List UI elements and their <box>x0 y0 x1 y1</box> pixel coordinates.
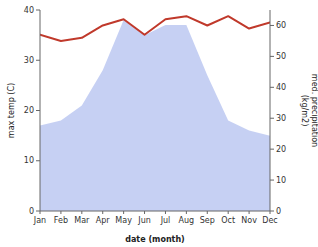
y2-tick-label: 30 <box>276 114 286 123</box>
x-tick-label: Apr <box>96 216 111 225</box>
x-tick-label: Mar <box>74 216 90 225</box>
y2-tick <box>270 180 274 181</box>
x-tick-label: Feb <box>54 216 68 225</box>
y-tick <box>36 160 40 161</box>
y2-tick-label: 50 <box>276 52 286 61</box>
y2-tick <box>270 149 274 150</box>
y-tick-label: 40 <box>24 6 34 15</box>
y-tick <box>36 10 40 11</box>
y2-tick <box>270 87 274 88</box>
x-tick-label: Jan <box>33 216 46 225</box>
y-axis-title: max temp (C) <box>7 83 16 138</box>
x-tick <box>186 211 187 214</box>
plot-area <box>40 16 270 211</box>
y-tick-label: 0 <box>29 207 34 216</box>
y2-tick-label: 40 <box>276 83 286 92</box>
x-tick-label: Oct <box>221 216 235 225</box>
x-tick-label: Sep <box>200 216 215 225</box>
x-tick-label: Aug <box>179 216 195 225</box>
area <box>40 20 270 211</box>
x-tick <box>228 211 229 214</box>
x-tick <box>270 211 271 214</box>
chart: 0 10 20 30 40 0 10 20 30 40 50 60 Jan Feb Mar Apr May Jun… <box>0 0 318 247</box>
y-tick-label: 30 <box>24 56 34 65</box>
x-tick-label: Jun <box>137 216 151 225</box>
x-tick <box>207 211 208 214</box>
y2-tick-label: 20 <box>276 145 286 154</box>
y2-tick <box>270 118 274 119</box>
y-tick <box>36 60 40 61</box>
y2-tick-label: 60 <box>276 21 286 30</box>
x-tick-label: May <box>115 216 132 225</box>
y-tick <box>36 110 40 111</box>
y-tick <box>36 211 40 212</box>
x-tick <box>81 211 82 214</box>
x-tick-label: Jul <box>160 216 171 225</box>
x-tick <box>123 211 124 214</box>
y2-tick-label: 10 <box>276 176 286 185</box>
x-tick <box>144 211 145 214</box>
y-tick-label: 20 <box>24 106 34 115</box>
y2-tick-label: 0 <box>276 207 281 216</box>
x-axis-line <box>40 211 270 212</box>
x-tick-label: Dec <box>262 216 277 225</box>
x-tick <box>60 211 61 214</box>
y2-tick <box>270 211 274 212</box>
x-axis-title: date (month) <box>125 235 185 244</box>
y2-axis-line <box>270 10 271 211</box>
x-tick <box>165 211 166 214</box>
y2-axis-title: med. precipitation(kg/m2) <box>300 74 318 147</box>
line <box>40 16 270 41</box>
y2-tick <box>270 56 274 57</box>
y2-tick <box>270 25 274 26</box>
x-tick <box>102 211 103 214</box>
x-tick-label: Nov <box>241 216 257 225</box>
x-tick <box>40 211 41 214</box>
y-tick-label: 10 <box>24 156 34 165</box>
x-tick <box>249 211 250 214</box>
